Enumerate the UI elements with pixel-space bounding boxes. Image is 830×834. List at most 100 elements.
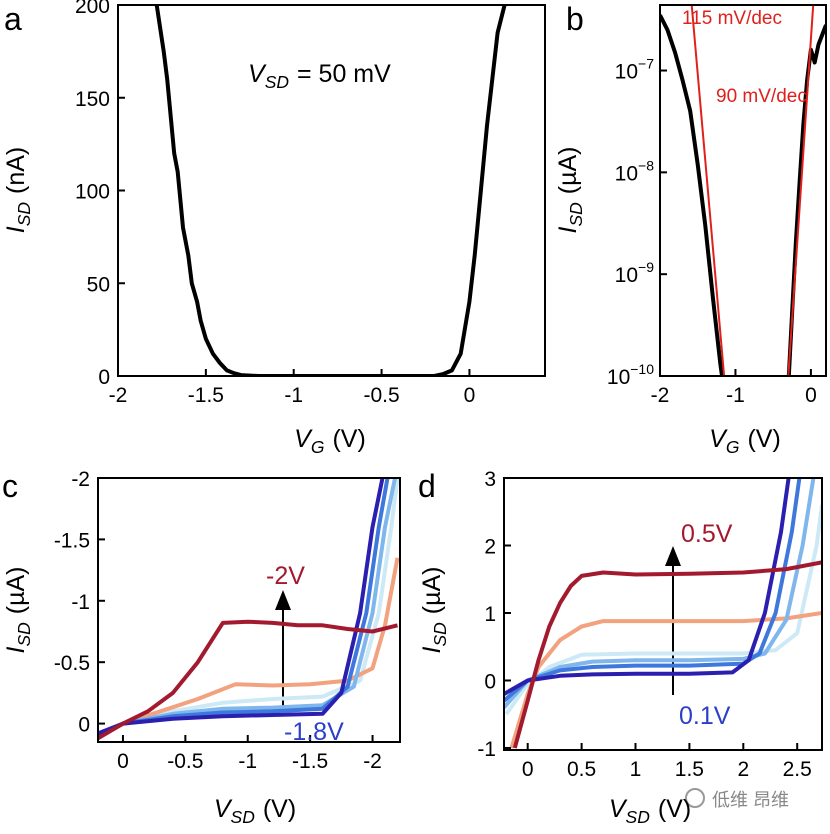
- series-line: [98, 478, 397, 738]
- label-sub: SD: [14, 622, 34, 647]
- x-tick-label: -1: [238, 750, 257, 773]
- y-tick-exponent: −10: [630, 361, 654, 377]
- y-axis-label: ISD (nA): [2, 147, 34, 234]
- y-tick-label: -1.5: [54, 529, 90, 552]
- annotation: 0.5V: [681, 520, 733, 548]
- x-tick-label: -1: [726, 384, 745, 407]
- x-axis-label: VG (V): [709, 425, 781, 457]
- series-line: [660, 14, 826, 376]
- label-unit: (V): [658, 795, 691, 823]
- label-sub: SD: [14, 202, 34, 227]
- series-line: [504, 478, 802, 703]
- label-sub: SD: [566, 202, 586, 227]
- series-line: [504, 478, 816, 709]
- y-axis-label: ISD (µA): [2, 567, 34, 654]
- annotation: 90 mV/dec: [716, 86, 807, 107]
- label-sub: G: [726, 437, 740, 457]
- series-line: [154, 5, 507, 376]
- y-tick-exponent: −7: [638, 56, 654, 72]
- x-tick-label: -2: [109, 384, 128, 407]
- y-tick-label: -0.5: [54, 652, 90, 675]
- y-tick-label: 1: [484, 603, 496, 626]
- panel-label: d: [418, 468, 436, 504]
- label-main: I: [2, 226, 30, 233]
- y-tick-label: 10−10: [607, 361, 654, 389]
- plot-frame: [503, 477, 823, 751]
- plot-frame: [97, 477, 401, 743]
- series-line: [98, 478, 400, 738]
- label-sub: SD: [626, 807, 651, 827]
- x-tick-label: 0: [522, 758, 534, 781]
- label-unit: (µA): [2, 567, 30, 615]
- x-tick-label: 0.5: [567, 758, 596, 781]
- x-tick-label: 2: [737, 758, 749, 781]
- y-axis-label: ISD (µA): [554, 147, 586, 234]
- label-sub: G: [311, 437, 325, 457]
- y-tick-label: 10−7: [615, 56, 655, 84]
- x-tick-label: 1.5: [675, 758, 704, 781]
- label-unit: (V): [332, 425, 365, 453]
- series-line: [512, 560, 822, 749]
- series-line: [787, 5, 815, 376]
- label-unit: (nA): [2, 147, 30, 194]
- y-tick-label: 50: [87, 273, 110, 296]
- label-main: V: [294, 425, 313, 453]
- annotation: -2V: [266, 562, 305, 590]
- y-tick-label: 3: [484, 468, 496, 491]
- y-tick-base: 10: [607, 366, 630, 389]
- label-sub: SD: [265, 72, 290, 92]
- y-tick-base: 10: [615, 162, 638, 185]
- x-tick-label: 1: [630, 758, 642, 781]
- x-tick-label: -0.5: [363, 384, 399, 407]
- y-tick-label: 200: [75, 0, 110, 18]
- x-tick-label: -2: [651, 384, 670, 407]
- x-tick-label: 0: [464, 384, 476, 407]
- watermark-icon: [685, 788, 705, 808]
- panel-label: b: [566, 1, 584, 37]
- y-tick-label: 0: [484, 670, 496, 693]
- label-main: I: [2, 647, 30, 654]
- y-tick-label: 150: [75, 88, 110, 111]
- label-main: I: [554, 227, 582, 234]
- label-unit: (V): [747, 425, 780, 453]
- series-line: [98, 478, 390, 738]
- annotation: 115 mV/dec: [682, 8, 782, 29]
- y-tick-exponent: −8: [638, 157, 654, 173]
- y-tick-label: 0: [78, 714, 90, 737]
- y-tick-label: 0: [98, 366, 110, 389]
- plot-frame: [659, 4, 827, 377]
- label-main: I: [418, 647, 446, 654]
- y-axis-label: ISD (µA): [418, 567, 450, 654]
- label-sub: SD: [430, 622, 450, 647]
- series-line: [98, 619, 398, 741]
- x-tick-label: 0: [117, 750, 129, 773]
- series-line: [690, 5, 726, 376]
- y-tick-label: 2: [484, 535, 496, 558]
- x-axis-label: VSD (V): [609, 795, 691, 827]
- y-tick-label: 10−8: [615, 157, 655, 185]
- annotation: VSD = 50 mV: [248, 60, 391, 92]
- panel-label: a: [4, 1, 22, 37]
- y-tick-label: 100: [75, 181, 110, 204]
- x-tick-label: -1.5: [292, 750, 328, 773]
- x-tick-label: 2.5: [783, 758, 812, 781]
- annotation: 0.1V: [679, 702, 731, 730]
- label-main: V: [214, 795, 233, 823]
- annotation: -1.8V: [284, 718, 344, 746]
- y-tick-label: 10−9: [615, 259, 655, 287]
- y-tick-base: 10: [615, 61, 638, 84]
- series-line: [504, 478, 791, 696]
- x-axis-label: VSD (V): [214, 795, 296, 827]
- watermark: 低维 昂维: [712, 790, 789, 810]
- label-main: V: [709, 425, 728, 453]
- series-line: [98, 478, 385, 736]
- label-unit: (µA): [418, 567, 446, 615]
- x-tick-label: -1: [284, 384, 303, 407]
- x-axis-label: VG (V): [294, 425, 366, 457]
- y-tick-label: -1: [477, 738, 496, 761]
- y-tick-exponent: −9: [638, 259, 654, 275]
- label-main: V: [248, 60, 267, 88]
- x-tick-label: -2: [363, 750, 382, 773]
- x-tick-label: -0.5: [167, 750, 203, 773]
